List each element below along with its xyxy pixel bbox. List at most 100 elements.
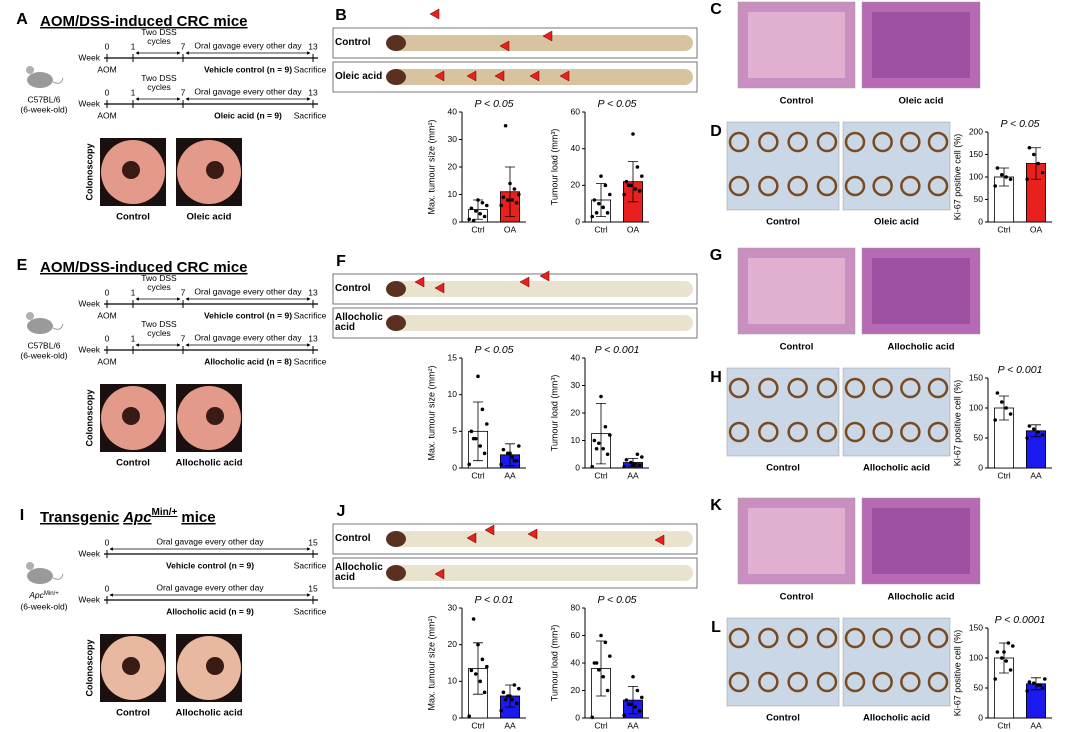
week-number: 13 — [308, 333, 318, 343]
y-tick-label: 150 — [969, 149, 983, 159]
start-label: AOM — [97, 64, 116, 74]
dss-label: Two DSS cycles — [141, 27, 177, 46]
week-label: Week — [78, 594, 100, 604]
data-point — [1000, 400, 1004, 404]
ihc-crypt — [758, 131, 779, 153]
data-point — [506, 198, 510, 202]
x-tick-label: Ctrl — [997, 720, 1010, 730]
y-axis-label: Tumour load (mm³) — [549, 625, 559, 702]
data-point — [594, 446, 599, 451]
data-point — [482, 214, 487, 219]
data-point — [995, 166, 1000, 170]
data-point — [471, 617, 476, 621]
week-number: 1 — [131, 287, 136, 297]
x-tick-label: Ctrl — [471, 470, 484, 480]
week-number: 1 — [131, 333, 136, 343]
panel-letter: D — [710, 123, 722, 140]
data-point — [599, 174, 603, 178]
title-gene: Apc — [122, 509, 152, 526]
y-tick-label: 20 — [448, 639, 458, 649]
data-point — [637, 463, 642, 468]
x-tick-label: AA — [627, 720, 639, 730]
end-label: Sacrifice — [294, 110, 327, 120]
data-point — [1025, 177, 1029, 182]
tumour-arrow — [654, 534, 665, 546]
y-tick-label: 100 — [969, 402, 983, 412]
ihc-crypt — [787, 627, 808, 649]
colon-tissue — [388, 35, 693, 51]
y-tick-label: 100 — [969, 171, 983, 181]
y-tick-label: 20 — [448, 161, 458, 171]
ihc-crypt — [872, 627, 893, 649]
y-tick-label: 200 — [969, 126, 983, 136]
colon-tissue — [388, 69, 693, 85]
y-tick-label: 50 — [974, 682, 984, 692]
x-tick-label: Ctrl — [594, 470, 607, 480]
data-point — [474, 209, 478, 213]
p-value: P < 0.001 — [998, 364, 1043, 376]
colon-label-box: Control — [335, 36, 371, 48]
y-tick-label: 100 — [969, 652, 983, 662]
week-number: 13 — [308, 41, 318, 51]
ihc-crypt — [787, 421, 808, 443]
colon-end — [386, 281, 406, 297]
colon-tissue — [388, 565, 693, 581]
data-point — [995, 391, 1000, 395]
colon-end — [386, 565, 406, 581]
ihc-crypt — [787, 131, 808, 153]
title-text: Transgenic — [40, 509, 119, 526]
ihc-crypt — [816, 627, 838, 649]
he-texture — [872, 12, 970, 78]
y-tick-label: 15 — [448, 352, 458, 362]
week-number: 15 — [308, 583, 318, 593]
data-point — [503, 697, 508, 702]
y-axis-label: Ki-67 positive cell (%) — [952, 134, 962, 221]
he-texture — [872, 508, 970, 574]
ihc-crypt — [816, 421, 838, 443]
mouse-gene: Apc — [28, 590, 44, 600]
week-label: Week — [78, 52, 100, 62]
ihc-crypt — [872, 131, 893, 153]
image-caption: Control — [766, 463, 800, 474]
tumour-arrow — [539, 270, 550, 282]
y-tick-label: 20 — [571, 685, 581, 695]
x-tick-label: AA — [627, 470, 639, 480]
mouse-strain: ApcMin/+ — [28, 590, 59, 600]
p-value: P < 0.0001 — [995, 614, 1046, 626]
colon-end — [386, 35, 406, 51]
data-point — [478, 444, 483, 448]
data-point — [603, 424, 608, 429]
data-point — [1027, 680, 1032, 684]
mouse-icon — [27, 568, 53, 584]
y-axis-label: Max. tumour size (mm²) — [426, 365, 436, 460]
week-label: Week — [78, 548, 100, 558]
ihc-crypt — [844, 377, 866, 399]
image-caption: Control — [116, 212, 150, 223]
mouse-icon — [27, 318, 53, 334]
colon-label-box: Allocholic acid — [335, 562, 383, 583]
ihc-crypt — [927, 627, 949, 649]
data-point — [603, 183, 608, 188]
data-point — [637, 709, 642, 713]
error-bar — [596, 183, 606, 217]
y-tick-label: 0 — [452, 712, 457, 722]
x-tick-label: Ctrl — [471, 720, 484, 730]
ihc-crypt — [900, 627, 921, 649]
panel-letter: L — [711, 619, 721, 636]
title-sup: Min/+ — [152, 507, 178, 518]
mouse-tail — [52, 77, 64, 84]
data-point — [1036, 430, 1040, 434]
tumour-arrow — [434, 282, 445, 294]
mouse-strain: C57BL/6 — [27, 94, 60, 104]
data-point — [512, 683, 517, 687]
ihc-crypt — [758, 175, 779, 197]
group-label: Vehicle control (n = 9) — [204, 64, 292, 74]
y-tick-label: 0 — [978, 462, 983, 472]
y-tick-label: 0 — [978, 216, 983, 226]
y-axis-label: Tumour load (mm³) — [549, 375, 559, 452]
mouse-tail — [52, 323, 64, 330]
p-value: P < 0.05 — [597, 98, 636, 110]
colon-label: Control — [335, 36, 371, 48]
ihc-crypt — [728, 627, 750, 649]
data-point — [594, 661, 599, 665]
